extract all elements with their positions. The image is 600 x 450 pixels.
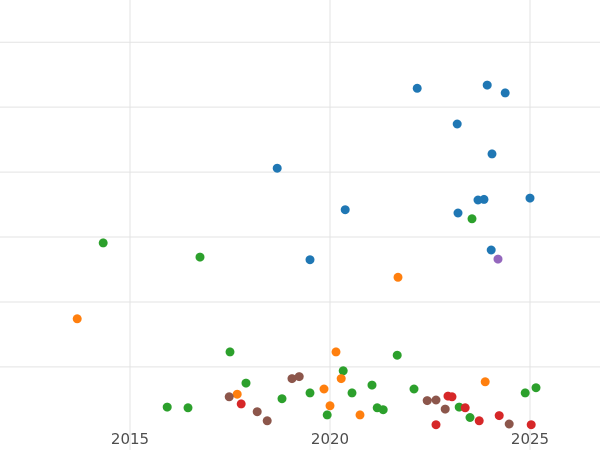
data-point-green <box>183 403 193 413</box>
data-point-brown <box>431 395 441 405</box>
data-point-red <box>447 392 457 402</box>
data-point-green <box>467 214 477 224</box>
x-tick-label: 2025 <box>511 430 549 448</box>
data-point-blue <box>500 88 510 98</box>
data-point-brown <box>287 374 297 384</box>
data-point-green <box>392 350 402 360</box>
data-point-red <box>526 420 536 430</box>
data-point-green <box>322 410 332 420</box>
data-point-brown <box>294 372 304 382</box>
data-point-blue <box>473 195 483 205</box>
data-point-blue <box>486 245 496 255</box>
data-point-green <box>98 238 108 248</box>
data-point-red <box>460 403 470 413</box>
x-tick-label: 2015 <box>111 430 149 448</box>
data-point-purple <box>493 254 503 264</box>
data-point-blue <box>340 205 350 215</box>
data-point-brown <box>440 404 450 414</box>
data-point-green <box>162 402 172 412</box>
data-point-blue <box>525 193 535 203</box>
data-point-blue <box>487 149 497 159</box>
data-point-orange <box>355 410 365 420</box>
data-point-blue <box>453 208 463 218</box>
data-point-blue <box>482 80 492 90</box>
data-point-brown <box>224 392 234 402</box>
data-point-green <box>305 388 315 398</box>
data-point-green <box>225 347 235 357</box>
x-tick-label: 2020 <box>311 430 349 448</box>
data-point-green <box>241 378 251 388</box>
data-point-red <box>494 411 504 421</box>
data-point-green <box>195 252 205 262</box>
data-point-red <box>431 420 441 430</box>
data-point-orange <box>480 377 490 387</box>
data-point-blue <box>452 119 462 129</box>
data-point-green <box>347 388 357 398</box>
data-point-orange <box>319 384 329 394</box>
data-point-brown <box>252 407 262 417</box>
data-point-red <box>474 416 484 426</box>
data-point-green <box>409 384 419 394</box>
data-point-green <box>465 413 475 422</box>
data-point-orange <box>393 272 403 282</box>
data-point-orange <box>331 347 341 357</box>
data-point-green <box>531 383 541 393</box>
data-point-blue <box>412 83 422 93</box>
data-point-red <box>236 399 246 409</box>
data-point-blue <box>305 255 315 265</box>
data-point-brown <box>422 396 432 406</box>
data-point-orange <box>232 389 242 399</box>
data-point-green <box>520 388 530 398</box>
data-point-blue <box>272 163 282 173</box>
data-point-green <box>277 394 287 404</box>
data-point-green <box>338 366 348 376</box>
data-point-green <box>378 405 388 415</box>
data-point-brown <box>504 419 514 429</box>
data-point-orange <box>336 374 346 384</box>
data-point-orange <box>325 401 335 411</box>
data-point-orange <box>72 314 82 324</box>
data-point-brown <box>262 416 272 426</box>
data-point-green <box>367 380 377 390</box>
